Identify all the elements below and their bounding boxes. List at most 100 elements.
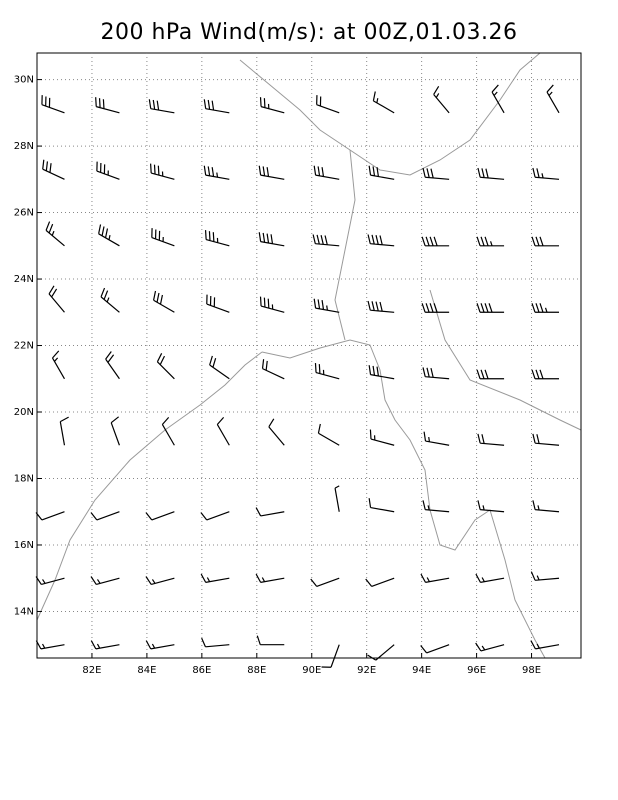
wind-barb (531, 369, 560, 380)
map-title: 200 hPa Wind(m/s): at 00Z,01.03.26 (101, 20, 518, 45)
x-tick-label: 96E (467, 665, 486, 676)
coastline (36, 351, 263, 621)
wind-barb (532, 500, 560, 513)
wind-barb (42, 159, 65, 180)
wind-barb (161, 416, 175, 446)
wind-barb (209, 355, 230, 380)
wind-barb (476, 369, 505, 380)
y-tick-label: 28N (14, 141, 34, 152)
wind-barb (90, 576, 120, 586)
wind-barb (48, 285, 65, 313)
wind-barb (530, 640, 560, 650)
x-tick-label: 84E (137, 665, 156, 676)
wind-barb (422, 367, 450, 380)
y-tick-label: 26N (14, 208, 34, 219)
wind-barb (372, 91, 395, 114)
wind-barb (367, 644, 395, 661)
wind-barb (100, 287, 120, 313)
wind-barb (35, 511, 65, 521)
wind-barb (259, 97, 285, 114)
wind-barb (369, 429, 395, 446)
y-tick-label: 16N (14, 540, 34, 551)
wind-barb (476, 236, 505, 247)
wind-barb (531, 236, 560, 247)
y-tick-label: 24N (14, 274, 34, 285)
wind-barb (90, 640, 120, 650)
wind-barb (312, 234, 340, 247)
wind-barb (35, 640, 65, 650)
wind-barb (45, 221, 65, 247)
wind-barb (41, 95, 65, 114)
x-tick-label: 90E (302, 665, 321, 676)
coastlines (36, 52, 582, 659)
wind-barb (420, 644, 450, 654)
wind-barb (532, 433, 560, 446)
wind-barb (150, 163, 175, 180)
wind-barb (98, 224, 120, 247)
coastline (261, 339, 546, 659)
wind-barb (531, 303, 560, 313)
x-tick-label: 88E (247, 665, 266, 676)
wind-barb (203, 99, 230, 114)
wind-barb (314, 363, 340, 380)
wind-barb (317, 423, 340, 446)
wind-barb (148, 99, 175, 114)
y-tick-label: 18N (14, 473, 34, 484)
x-tick-label: 92E (357, 665, 376, 676)
wind-barb (433, 86, 450, 114)
wind-barb (204, 230, 230, 247)
wind-barb (268, 418, 285, 446)
wind-barb (367, 300, 395, 313)
border (239, 52, 541, 176)
wind-barb (422, 167, 450, 180)
wind-barb (95, 97, 120, 114)
wind-barb (365, 577, 395, 587)
y-tick-label: 22N (14, 341, 34, 352)
wind-barb (422, 500, 450, 513)
wind-barb (258, 232, 285, 247)
grid (37, 53, 581, 658)
wind-barb (316, 95, 340, 114)
wind-barb (491, 84, 505, 114)
y-tick-label: 20N (14, 407, 34, 418)
wind-barb (423, 431, 450, 446)
wind-barb (477, 500, 505, 513)
wind-barb (421, 303, 450, 313)
wind-barb (258, 165, 285, 180)
wind-barb (321, 644, 340, 668)
y-tick-label: 14N (14, 606, 34, 617)
wind-barb (530, 571, 560, 581)
wind-barb (477, 167, 505, 180)
wind-barb (216, 416, 230, 446)
wind-barb (546, 84, 560, 114)
wind-barb (368, 498, 395, 513)
wind-barb (156, 353, 175, 380)
wind-barb (368, 165, 395, 180)
wind-barb (153, 290, 175, 313)
wind-barb (334, 485, 340, 512)
wind-barb (313, 165, 340, 180)
x-tick-label: 86E (192, 665, 211, 676)
y-tick-label: 30N (14, 75, 34, 86)
wind-barb (151, 228, 175, 247)
wind-barb (367, 234, 395, 247)
wind-barb (475, 642, 505, 652)
wind-barb (200, 573, 230, 583)
wind-barb (203, 165, 230, 180)
x-tick-label: 98E (522, 665, 541, 676)
plot-frame (36, 52, 582, 659)
wind-barb (206, 294, 230, 313)
wind-barb (90, 511, 120, 521)
wind-barb (145, 511, 175, 521)
wind-barb (255, 573, 285, 583)
wind-barb (105, 351, 120, 380)
wind-barb (532, 167, 560, 180)
wind-barb (96, 161, 120, 180)
wind-barb (421, 236, 450, 247)
wind-barb (476, 303, 505, 313)
wind-barb (420, 573, 450, 583)
wind-barb (475, 573, 505, 583)
wind-barb (310, 577, 340, 587)
wind-barb (201, 637, 230, 648)
wind-barb (200, 511, 230, 521)
